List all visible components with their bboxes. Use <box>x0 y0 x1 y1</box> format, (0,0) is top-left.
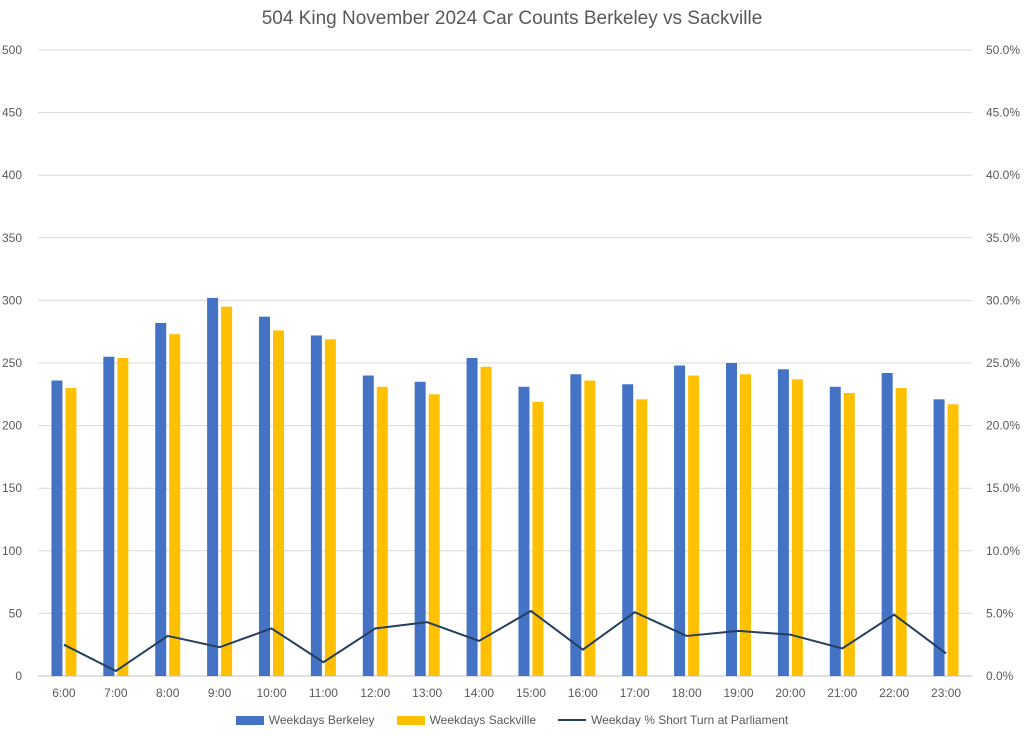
bar-berkeley <box>466 357 478 676</box>
bar-berkeley <box>726 363 737 676</box>
y2-tick-label: 25.0% <box>986 356 1020 370</box>
bar-berkeley <box>622 384 634 676</box>
y-tick-label: 300 <box>2 293 22 307</box>
x-tick-label: 18:00 <box>672 686 702 700</box>
short-turn-line <box>63 609 947 672</box>
legend-item-berkeley: Weekdays Berkeley <box>235 713 375 727</box>
bar-berkeley <box>570 374 582 676</box>
line-series <box>63 609 947 672</box>
right-axis-labels: 0.0% 5.0% 10.0% 15.0% 20.0% 25.0% 30.0% 35.0% 40… <box>986 43 1020 683</box>
bar-berkeley <box>362 375 374 676</box>
bar-sackville <box>376 386 388 676</box>
y-tick-label: 200 <box>2 419 22 433</box>
y2-tick-label: 5.0% <box>986 606 1014 620</box>
x-tick-label: 11:00 <box>309 686 338 700</box>
y2-tick-label: 40.0% <box>986 168 1020 182</box>
x-tick-label: 15:00 <box>516 686 546 700</box>
x-tick-label: 12:00 <box>360 686 390 700</box>
bar-berkeley <box>674 365 686 676</box>
legend-item-short-turn: Weekday % Short Turn at Parliament <box>558 713 788 727</box>
x-tick-label: 20:00 <box>775 686 805 700</box>
bar-berkeley <box>414 381 426 676</box>
bar-sackville <box>895 388 907 676</box>
y2-tick-label: 0.0% <box>986 669 1014 683</box>
bar-sackville <box>636 399 648 676</box>
bar-berkeley <box>103 356 115 676</box>
gridlines <box>38 49 972 677</box>
y2-tick-label: 20.0% <box>986 419 1020 433</box>
x-tick-label: 8:00 <box>156 686 180 700</box>
legend-item-sackville: Weekdays Sackville <box>396 713 537 727</box>
bar-sackville <box>947 404 959 676</box>
bar-sackville <box>273 330 284 676</box>
bar-sackville <box>324 339 336 676</box>
y2-tick-label: 15.0% <box>986 481 1020 495</box>
x-tick-label: 23:00 <box>931 686 961 700</box>
legend-swatch <box>235 715 264 725</box>
x-axis-labels: 6:00 7:00 8:00 9:00 10:00 11:00 12:00 13:00 14:0… <box>52 686 961 700</box>
y-tick-label: 100 <box>2 544 22 558</box>
legend-swatch <box>558 719 587 721</box>
legend-label: Weekdays Sackville <box>429 713 537 727</box>
bar-berkeley <box>829 386 841 676</box>
bar-sackville <box>169 334 181 676</box>
bar-berkeley <box>777 369 789 676</box>
x-tick-label: 10:00 <box>256 686 286 700</box>
bar-sackville <box>532 401 544 676</box>
bar-berkeley <box>155 322 167 676</box>
bar-sackville <box>428 394 440 676</box>
bar-sackville <box>740 374 751 676</box>
y-tick-label: 400 <box>2 168 22 182</box>
bar-sackville <box>688 375 700 676</box>
chart-title: 504 King November 2024 Car Counts Berkel… <box>261 8 763 29</box>
y2-tick-label: 50.0% <box>986 43 1020 57</box>
y-tick-label: 500 <box>2 43 22 57</box>
bars <box>51 297 959 676</box>
legend-label: Weekday % Short Turn at Parliament <box>591 713 789 727</box>
left-axis-labels: 0 50 100 150 200 250 300 350 400 450 500 <box>2 43 22 683</box>
bar-berkeley <box>51 380 63 676</box>
y2-tick-label: 10.0% <box>986 544 1020 558</box>
y-tick-label: 150 <box>2 481 22 495</box>
bar-berkeley <box>933 399 945 676</box>
bar-berkeley <box>259 316 270 676</box>
y2-tick-label: 45.0% <box>986 106 1020 120</box>
legend-swatch <box>396 715 425 725</box>
y-tick-label: 250 <box>2 356 22 370</box>
bar-berkeley <box>881 373 893 676</box>
x-tick-label: 14:00 <box>464 686 494 700</box>
bar-berkeley <box>310 335 322 676</box>
y-tick-label: 450 <box>2 106 22 120</box>
y2-tick-label: 30.0% <box>986 293 1020 307</box>
bar-sackville <box>791 379 803 676</box>
x-tick-label: 6:00 <box>52 686 76 700</box>
y-tick-label: 50 <box>9 606 23 620</box>
x-tick-label: 13:00 <box>412 686 442 700</box>
legend: Weekdays Berkeley Weekdays Sackville Wee… <box>0 713 1024 727</box>
bar-sackville <box>117 357 129 676</box>
x-tick-label: 19:00 <box>723 686 753 700</box>
bar-sackville <box>221 306 233 676</box>
bar-sackville <box>65 388 77 676</box>
bar-sackville <box>843 393 855 676</box>
legend-label: Weekdays Berkeley <box>268 713 375 727</box>
x-tick-label: 7:00 <box>104 686 128 700</box>
bar-berkeley <box>207 297 219 676</box>
y-tick-label: 350 <box>2 231 22 245</box>
x-tick-label: 9:00 <box>208 686 232 700</box>
y-tick-label: 0 <box>15 669 22 683</box>
x-tick-label: 22:00 <box>879 686 909 700</box>
bar-berkeley <box>518 386 530 676</box>
x-tick-label: 17:00 <box>620 686 650 700</box>
bar-sackville <box>480 366 492 676</box>
y2-tick-label: 35.0% <box>986 231 1020 245</box>
x-tick-label: 21:00 <box>827 686 857 700</box>
x-tick-label: 16:00 <box>568 686 598 700</box>
bar-sackville <box>584 380 596 676</box>
